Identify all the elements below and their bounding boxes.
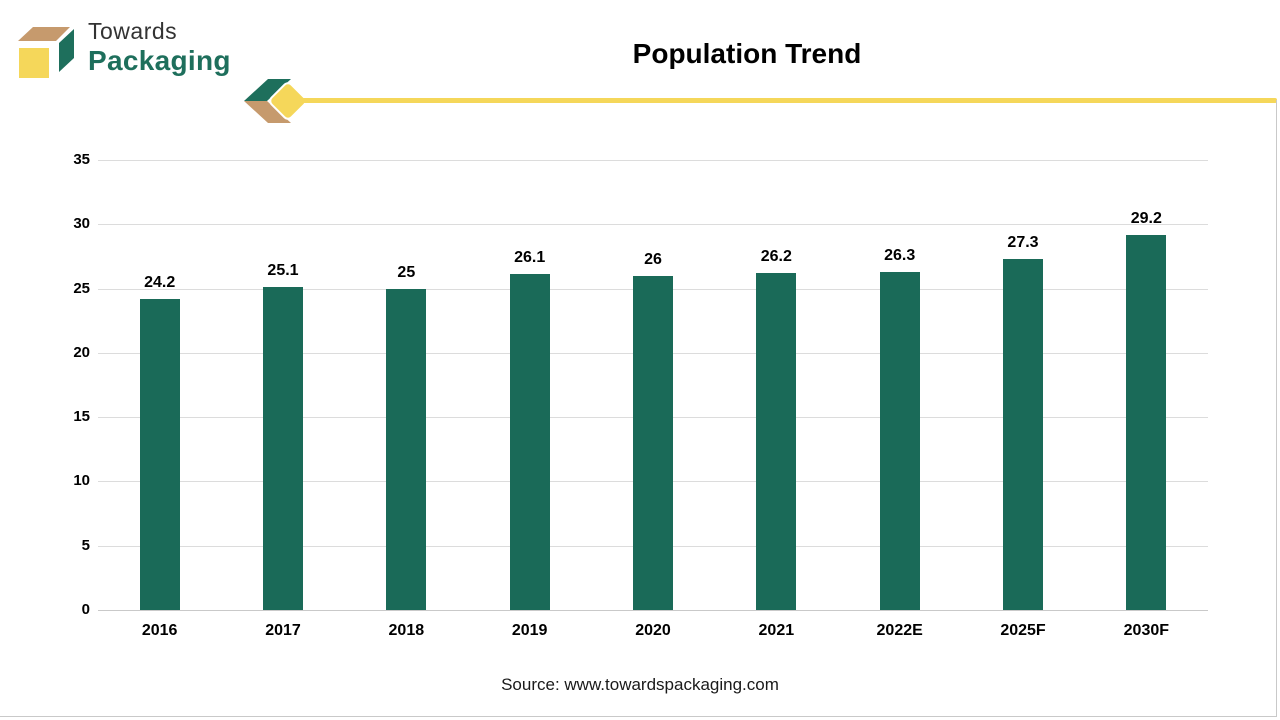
x-axis-category-label: 2021 [758, 622, 795, 639]
slide-bottom-border [0, 716, 1277, 717]
bar-value-label: 27.3 [1007, 234, 1039, 251]
bar-value-label: 26.1 [514, 249, 546, 267]
x-axis-category-label: 2019 [511, 622, 548, 639]
x-axis-category-label: 2030F [1123, 622, 1170, 639]
bar [386, 288, 427, 610]
bar [263, 287, 303, 610]
bar-value-label: 26 [644, 250, 662, 268]
towards-packaging-logo-icon [18, 27, 74, 78]
gridline [98, 160, 1208, 161]
y-axis-tick-label: 15 [73, 408, 90, 426]
y-axis-tick-label: 25 [73, 279, 90, 297]
chevron-diamond-icon [244, 79, 307, 123]
source-attribution: Source: www.towardspackaging.com [501, 675, 779, 694]
x-axis-category-label: 2016 [141, 622, 178, 639]
x-axis-category-label: 2022E [876, 622, 923, 639]
divider-rule [296, 98, 1277, 103]
logo-text: Towards Packaging [88, 20, 231, 75]
x-axis-category-label: 2017 [265, 622, 301, 639]
slide-right-border [1276, 100, 1277, 716]
y-axis-tick-label: 30 [73, 215, 90, 233]
bar [633, 275, 673, 610]
y-axis-tick-label: 10 [73, 472, 90, 490]
y-axis-tick-label: 20 [73, 343, 90, 361]
bar-value-label: 25 [397, 263, 416, 281]
bar-value-label: 25.1 [267, 262, 299, 280]
bar [756, 273, 797, 610]
bar-value-label: 26.3 [884, 246, 916, 264]
x-axis-category-label: 2020 [635, 622, 671, 639]
bar [879, 271, 920, 610]
bar-value-label: 26.2 [760, 248, 792, 266]
y-axis-tick-label: 5 [81, 536, 90, 554]
bar-value-label: 24.2 [144, 273, 176, 291]
bar [509, 274, 550, 610]
page-title: Population Trend [632, 38, 862, 69]
bar [1003, 259, 1043, 610]
logo-word-towards: Towards [88, 18, 178, 44]
x-axis-category-label: 2018 [388, 622, 425, 639]
population-trend-bar-chart: 0 5 10 15 20 25 30 35 24.2 2016 25.1 2017 25 2018 26.1… [0, 151, 1280, 660]
bar-value-label: 29.2 [1130, 209, 1162, 227]
gridline [98, 224, 1208, 226]
plot-area: 0 5 10 15 20 25 30 35 24.2 2016 25.1 2017 25 2018 26.1… [73, 151, 1208, 639]
bar [1126, 234, 1167, 610]
gridline [98, 610, 1208, 611]
x-axis-category-label: 2025F [1000, 622, 1046, 639]
logo-word-packaging: Packaging [88, 45, 231, 76]
bar [139, 298, 180, 610]
y-axis-tick-label: 35 [73, 151, 90, 168]
y-axis-tick-label: 0 [81, 601, 90, 618]
